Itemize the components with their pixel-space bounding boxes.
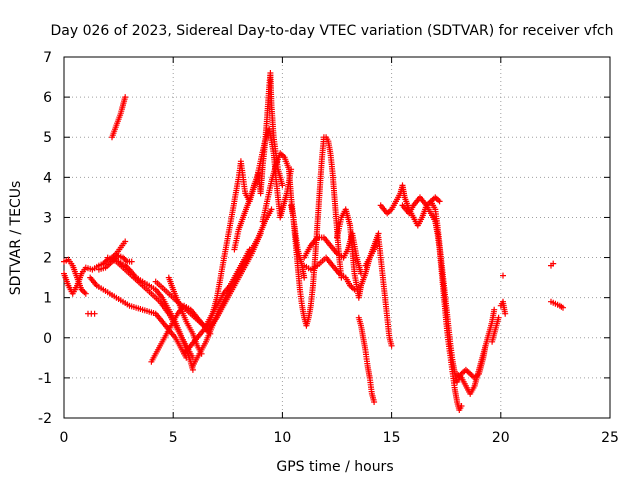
y-tick-label: 1 xyxy=(43,291,52,307)
data-point xyxy=(91,310,98,317)
y-tick-label: -1 xyxy=(38,371,52,387)
data-point xyxy=(301,274,308,281)
data-point xyxy=(279,182,286,189)
data-point xyxy=(502,310,509,317)
data-point xyxy=(371,399,378,405)
x-tick-label: 25 xyxy=(601,430,619,446)
x-axis-label: GPS time / hours xyxy=(276,459,393,475)
x-tick-label: 10 xyxy=(273,430,291,446)
data-point xyxy=(495,314,502,321)
data-point xyxy=(436,198,443,205)
data-point xyxy=(122,94,129,101)
data-point xyxy=(268,206,275,213)
y-tick-label: 2 xyxy=(43,251,52,267)
y-tick-label: -2 xyxy=(38,411,52,427)
plot-frame xyxy=(63,56,611,419)
y-tick-label: 0 xyxy=(43,331,52,347)
y-tick-label: 4 xyxy=(43,170,52,186)
data-point xyxy=(82,290,89,297)
data-point xyxy=(122,238,129,245)
data-point xyxy=(388,342,395,349)
chart-title: Day 026 of 2023, Sidereal Day-to-day VTE… xyxy=(50,23,613,39)
data-points xyxy=(61,70,566,413)
data-point xyxy=(458,403,465,409)
y-tick-label: 6 xyxy=(43,90,52,106)
series-sdtvar xyxy=(61,70,566,413)
y-tick-label: 3 xyxy=(43,210,52,226)
data-point xyxy=(500,272,506,279)
x-tick-label: 20 xyxy=(492,430,510,446)
data-point xyxy=(491,306,498,313)
y-tick-label: 7 xyxy=(43,50,52,66)
x-tick-label: 0 xyxy=(60,430,69,446)
y-tick-label: 5 xyxy=(43,130,52,146)
data-point xyxy=(128,258,135,265)
axis-ticks: 0 5 10 15 20 25 -2 -1 0 1 2 3 4 5 6 7 xyxy=(38,50,619,446)
x-tick-label: 5 xyxy=(169,430,178,446)
data-point xyxy=(550,260,557,267)
y-axis-label: SDTVAR / TECUs xyxy=(8,181,24,296)
data-point xyxy=(560,304,566,311)
x-tick-label: 15 xyxy=(383,430,401,446)
